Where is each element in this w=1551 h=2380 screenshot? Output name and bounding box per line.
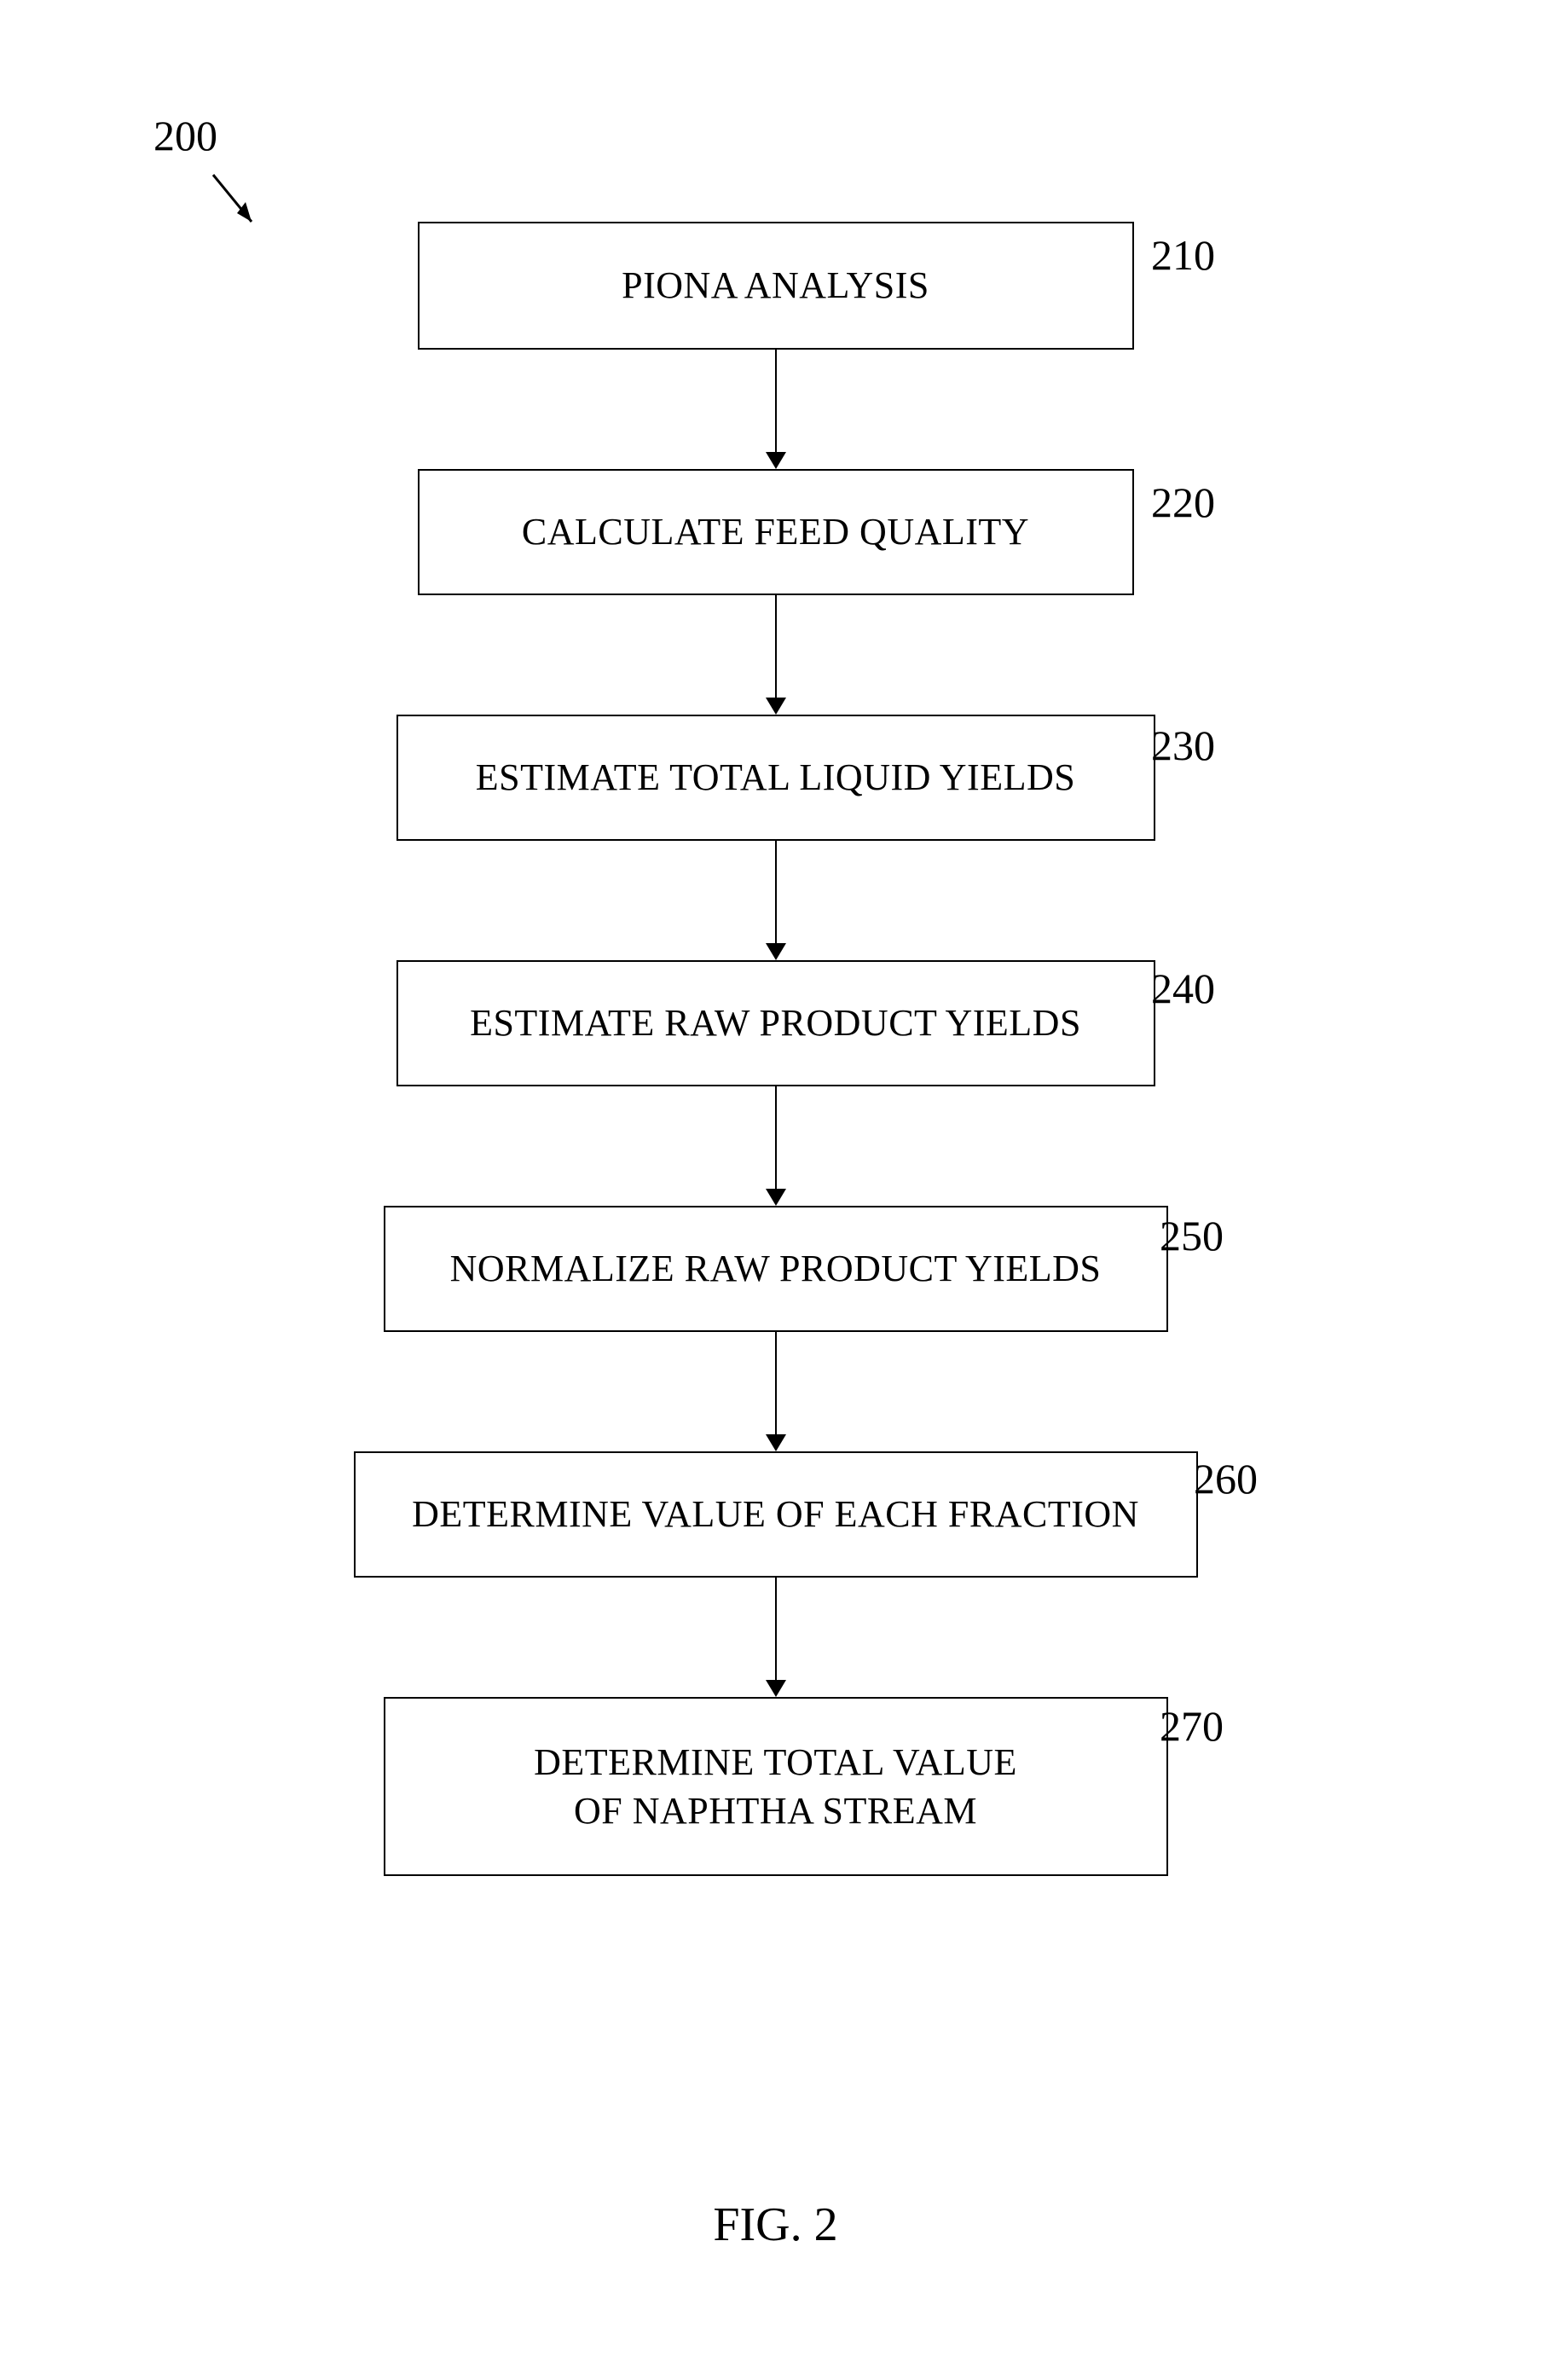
node-270-label-line2: OF NAPHTHA STREAM (534, 1786, 1017, 1835)
side-label-240: 240 (1151, 964, 1215, 1013)
side-label-230: 230 (1151, 721, 1215, 770)
arrow-240-250 (766, 1086, 786, 1206)
node-260: DETERMINE VALUE OF EACH FRACTION (354, 1451, 1198, 1578)
side-label-220: 220 (1151, 478, 1215, 527)
side-label-210: 210 (1151, 230, 1215, 280)
figure-caption: FIG. 2 (713, 2198, 837, 2252)
node-210-label: PIONA ANALYSIS (622, 261, 929, 310)
arrow-210-220 (766, 350, 786, 469)
arrow-220-230 (766, 595, 786, 715)
node-270: DETERMINE TOTAL VALUE OF NAPHTHA STREAM (384, 1697, 1168, 1876)
node-230-wrapper: ESTIMATE TOTAL LIQUID YIELDS (396, 715, 1155, 841)
side-label-250: 250 (1160, 1211, 1224, 1260)
arrow-230-240 (766, 841, 786, 960)
node-250-wrapper: NORMALIZE RAW PRODUCT YIELDS (384, 1206, 1168, 1332)
arrow-250-260 (766, 1332, 786, 1451)
node-220-wrapper: CALCULATE FEED QUALITY (418, 469, 1134, 595)
node-210: PIONA ANALYSIS (418, 222, 1134, 350)
node-270-label-line1: DETERMINE TOTAL VALUE (534, 1738, 1017, 1786)
node-270-wrapper: DETERMINE TOTAL VALUE OF NAPHTHA STREAM (384, 1697, 1168, 1876)
diagram-pointer-arrow (205, 166, 273, 247)
node-250-label: NORMALIZE RAW PRODUCT YIELDS (450, 1244, 1102, 1293)
node-230: ESTIMATE TOTAL LIQUID YIELDS (396, 715, 1155, 841)
node-250: NORMALIZE RAW PRODUCT YIELDS (384, 1206, 1168, 1332)
flowchart-container: PIONA ANALYSIS CALCULATE FEED QUALITY ES… (354, 222, 1198, 1876)
node-220-label: CALCULATE FEED QUALITY (522, 507, 1029, 556)
arrow-260-270 (766, 1578, 786, 1697)
node-220: CALCULATE FEED QUALITY (418, 469, 1134, 595)
side-label-270: 270 (1160, 1701, 1224, 1751)
node-240: ESTIMATE RAW PRODUCT YIELDS (396, 960, 1155, 1086)
diagram-number-label: 200 (153, 111, 217, 160)
node-240-wrapper: ESTIMATE RAW PRODUCT YIELDS (396, 960, 1155, 1086)
node-240-label: ESTIMATE RAW PRODUCT YIELDS (470, 999, 1081, 1047)
node-230-label: ESTIMATE TOTAL LIQUID YIELDS (476, 753, 1075, 802)
side-label-260: 260 (1194, 1454, 1258, 1503)
node-260-label: DETERMINE VALUE OF EACH FRACTION (412, 1490, 1139, 1538)
node-210-wrapper: PIONA ANALYSIS (418, 222, 1134, 350)
node-260-wrapper: DETERMINE VALUE OF EACH FRACTION (354, 1451, 1198, 1578)
